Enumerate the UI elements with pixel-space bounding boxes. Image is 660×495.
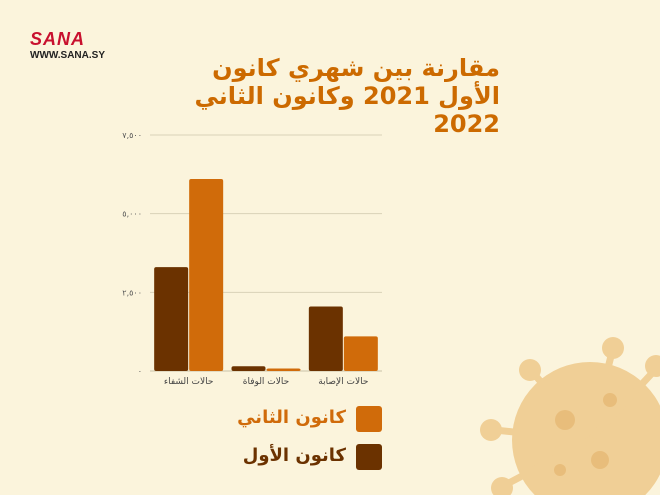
legend-label: كانون الأول (242, 445, 346, 466)
legend-swatch (356, 406, 382, 432)
y-tick-label: ٧,٥٠٠ (122, 131, 142, 140)
y-tick-label: ٥,٠٠٠ (122, 210, 142, 219)
bar (231, 366, 266, 371)
chart-title-line2: الأول 2021 وكانون الثاني 2022 (194, 82, 500, 138)
logo-url: WWW.SANA.SY (30, 50, 105, 61)
bar (154, 267, 189, 371)
y-tick-label: ٢,٥٠٠ (122, 288, 142, 297)
sana-logo: SANA WWW.SANA.SY (30, 30, 120, 62)
bar (343, 336, 378, 371)
x-tick-label: حالات الوفاة (243, 377, 289, 387)
x-tick-label: حالات الإصابة (318, 377, 368, 387)
y-tick-label: ٠ (138, 367, 142, 376)
chart-title-line1: مقارنة بين شهري كانون (212, 54, 500, 82)
legend-label: كانون الثاني (237, 407, 346, 428)
x-tick-label: حالات الشفاء (164, 377, 214, 387)
bar (189, 179, 224, 371)
bar (308, 306, 343, 371)
bar (266, 368, 301, 371)
legend-swatch (356, 444, 382, 470)
logo-name: SANA (30, 29, 86, 49)
